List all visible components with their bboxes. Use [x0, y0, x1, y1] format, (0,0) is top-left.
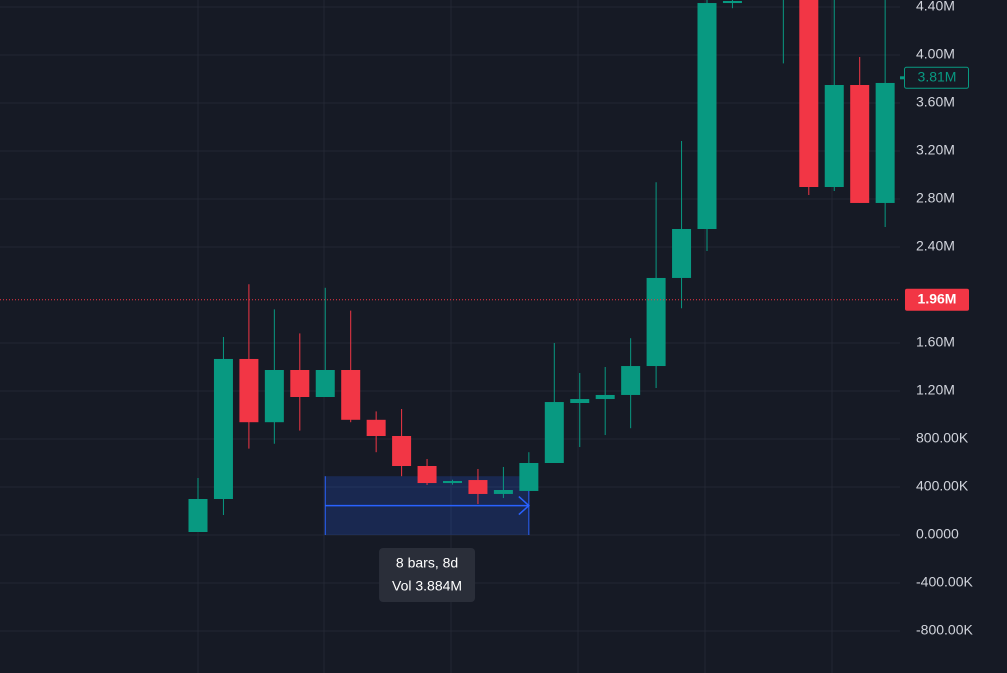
candle-body	[850, 84, 870, 203]
tooltip-text: Vol 3.884M	[392, 578, 462, 594]
y-tick-label: 400.00K	[916, 478, 969, 494]
y-tick-label: 2.80M	[916, 190, 955, 206]
candle-body	[672, 228, 692, 278]
y-tick-label: 4.00M	[916, 46, 955, 62]
y-tick-label: 2.40M	[916, 238, 955, 254]
y-tick-label: 0.0000	[916, 526, 959, 542]
tooltip-text: 8 bars, 8d	[396, 555, 458, 571]
candle-body	[341, 369, 361, 420]
candle-body	[697, 3, 717, 229]
y-tick-label: 800.00K	[916, 430, 969, 446]
y-tick-label: 1.60M	[916, 334, 955, 350]
candle-body	[493, 490, 513, 494]
candle-body	[188, 499, 208, 532]
candle-body	[875, 82, 895, 203]
candle-body	[213, 358, 233, 499]
candle-body	[417, 466, 437, 484]
y-tick-label: -800.00K	[916, 622, 973, 638]
y-tick-label: 3.60M	[916, 94, 955, 110]
y-tick-label: 3.20M	[916, 142, 955, 158]
y-tick-label: 4.40M	[916, 0, 955, 14]
candle-body	[315, 369, 335, 397]
last-price-label: 3.81M	[918, 69, 957, 85]
candle-body	[646, 277, 666, 367]
last-price-box	[904, 66, 969, 89]
candle-body	[290, 369, 310, 397]
candle-body	[824, 84, 844, 187]
candle-body	[595, 394, 615, 400]
y-tick-label: -400.00K	[916, 574, 973, 590]
y-tick-label: 1.20M	[916, 382, 955, 398]
candle-body	[722, 0, 742, 4]
candle-body	[443, 481, 462, 484]
candle-body	[519, 463, 539, 491]
measure-arrow	[325, 496, 530, 516]
candle-body	[621, 366, 641, 395]
tooltip-box	[379, 548, 476, 602]
candle-body	[366, 419, 386, 436]
candle-body	[570, 399, 590, 403]
price-label-box	[905, 288, 969, 311]
candle-body	[544, 402, 564, 463]
candle-body	[239, 358, 259, 423]
y-tick-label: -1.20M	[916, 670, 960, 673]
candle-body	[468, 480, 488, 494]
price-label: 1.96M	[918, 291, 957, 307]
time-grid	[197, 0, 833, 673]
candle-body	[799, 0, 819, 187]
candle-body	[264, 369, 284, 423]
candle-body	[392, 436, 412, 466]
